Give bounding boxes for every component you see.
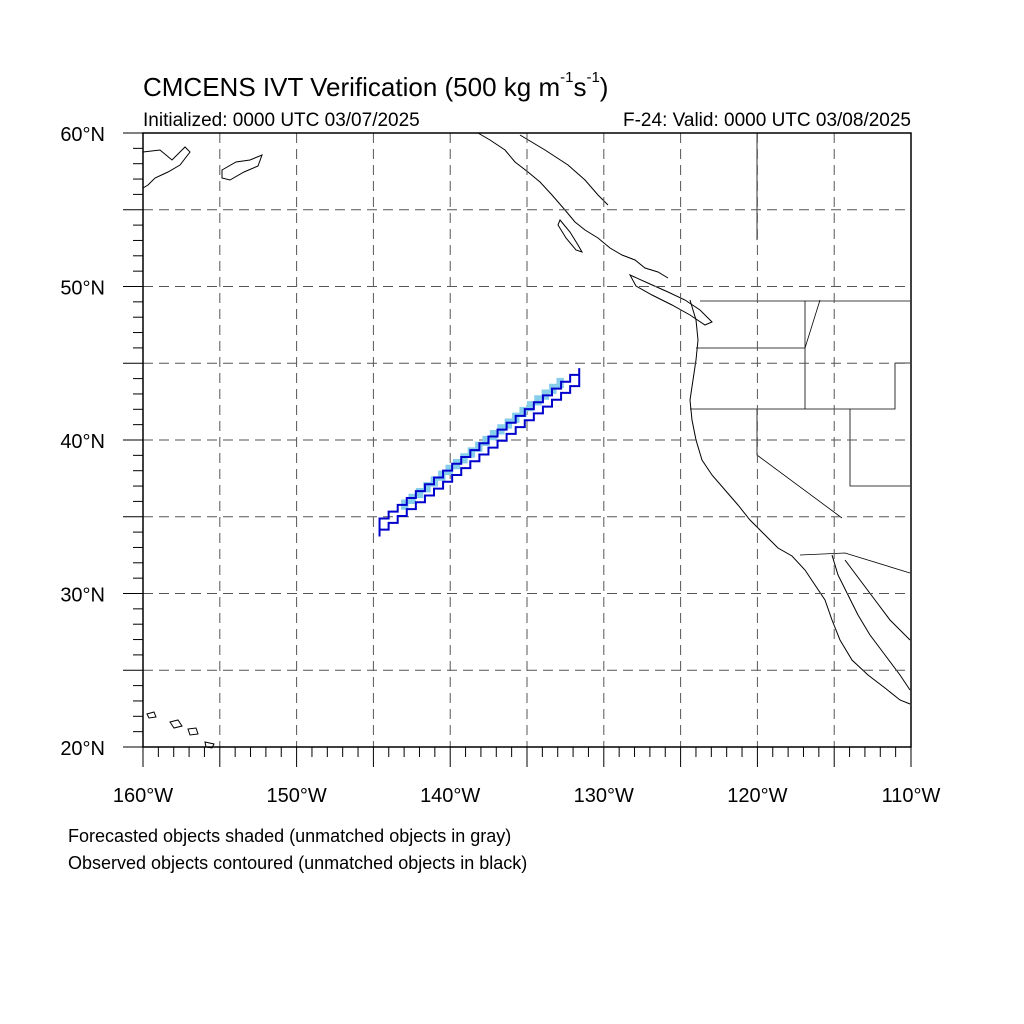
graticule bbox=[143, 133, 911, 747]
baja-peninsula-east bbox=[831, 554, 911, 691]
lon-tick-label: 120°W bbox=[727, 785, 787, 807]
hawaii-island-3 bbox=[187, 727, 199, 736]
lon-tick-label: 130°W bbox=[574, 785, 634, 807]
vancouver-island bbox=[628, 273, 713, 326]
lon-tick-label: 160°W bbox=[113, 785, 173, 807]
alaska-islands bbox=[221, 154, 263, 181]
lat-tick-label: 50°N bbox=[60, 278, 105, 300]
valid-time: F-24: Valid: 0000 UTC 03/08/2025 bbox=[623, 110, 911, 131]
us-mexico-border bbox=[799, 552, 911, 574]
gulf-coast-mexico bbox=[844, 559, 911, 641]
lon-tick-label: 150°W bbox=[266, 785, 326, 807]
initialized-time: Initialized: 0000 UTC 03/07/2025 bbox=[143, 110, 420, 131]
washington-oregon-border bbox=[696, 301, 806, 349]
california-nevada-border bbox=[756, 409, 843, 519]
hawaii-island-4 bbox=[204, 741, 215, 749]
oregon-california-border bbox=[690, 362, 910, 410]
ivt-objects bbox=[378, 368, 581, 537]
lon-tick-label: 110°W bbox=[882, 785, 941, 807]
tick-marks bbox=[123, 132, 912, 767]
alaska-coastline bbox=[142, 146, 191, 189]
nevada-utah-border bbox=[849, 409, 910, 487]
lat-tick-label: 20°N bbox=[60, 738, 105, 760]
lon-tick-label: 140°W bbox=[420, 785, 480, 807]
lat-tick-label: 30°N bbox=[60, 585, 105, 607]
lat-tick-label: 60°N bbox=[60, 124, 105, 146]
lat-tick-label: 40°N bbox=[60, 431, 105, 453]
idaho-border bbox=[804, 299, 821, 409]
haida-gwaii bbox=[557, 219, 584, 253]
hawaii-island-2 bbox=[169, 719, 183, 729]
forecast-legend-note: Forecasted objects shaded (unmatched obj… bbox=[68, 826, 512, 846]
inside-passage bbox=[519, 134, 609, 206]
southeast-alaska-coast bbox=[477, 132, 669, 279]
hawaii-island-1 bbox=[146, 711, 157, 719]
observed-legend-note: Observed objects contoured (unmatched ob… bbox=[68, 853, 528, 873]
map-title: CMCENS IVT Verification (500 kg m-1s-1) bbox=[143, 69, 609, 102]
observed-object-contour bbox=[378, 368, 581, 537]
axis-labels: 160°W 150°W 140°W 130°W 120°W 110°W 60°N 50°N 40… bbox=[60, 124, 940, 807]
coastlines bbox=[142, 132, 911, 749]
us-west-coastline bbox=[689, 299, 911, 705]
political-borders bbox=[690, 133, 911, 574]
